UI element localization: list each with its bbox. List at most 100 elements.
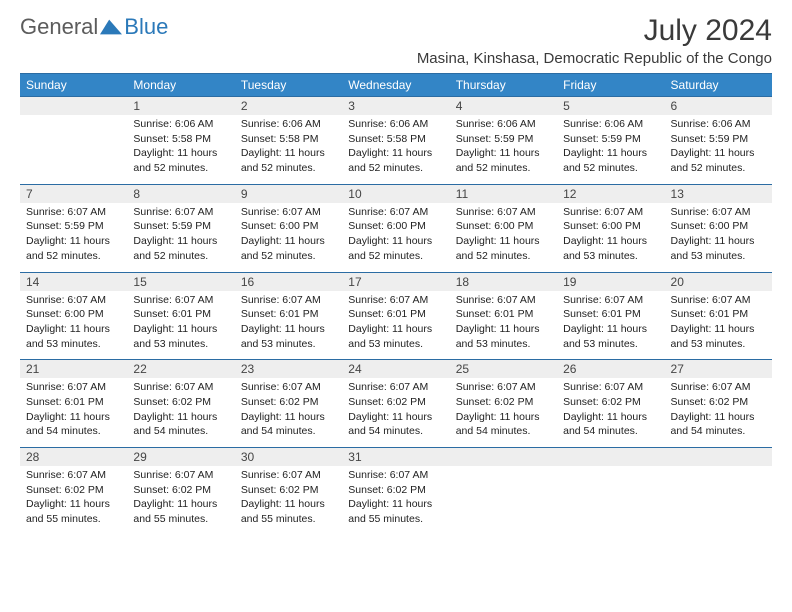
sunrise-text: Sunrise: 6:07 AM — [348, 293, 443, 308]
day-number: 29 — [127, 448, 234, 466]
daylight-text: Daylight: 11 hours and 54 minutes. — [26, 410, 121, 439]
sunset-text: Sunset: 6:00 PM — [348, 219, 443, 234]
calendar-day-cell: 21Sunrise: 6:07 AMSunset: 6:01 PMDayligh… — [20, 360, 127, 448]
sunrise-text: Sunrise: 6:06 AM — [456, 117, 551, 132]
sunset-text: Sunset: 6:02 PM — [456, 395, 551, 410]
day-number: 23 — [235, 360, 342, 378]
sunset-text: Sunset: 6:01 PM — [563, 307, 658, 322]
sunset-text: Sunset: 5:59 PM — [26, 219, 121, 234]
calendar-day-cell: 1Sunrise: 6:06 AMSunset: 5:58 PMDaylight… — [127, 97, 234, 185]
sunrise-text: Sunrise: 6:07 AM — [671, 293, 766, 308]
weekday-header: Sunday — [20, 74, 127, 97]
sunset-text: Sunset: 6:00 PM — [563, 219, 658, 234]
calendar-day-cell: 31Sunrise: 6:07 AMSunset: 6:02 PMDayligh… — [342, 448, 449, 535]
sunset-text: Sunset: 5:59 PM — [456, 132, 551, 147]
day-info: Sunrise: 6:07 AMSunset: 6:01 PMDaylight:… — [127, 291, 234, 360]
daylight-text: Daylight: 11 hours and 55 minutes. — [133, 497, 228, 526]
daylight-text: Daylight: 11 hours and 52 minutes. — [241, 146, 336, 175]
daylight-text: Daylight: 11 hours and 54 minutes. — [241, 410, 336, 439]
sunset-text: Sunset: 5:58 PM — [348, 132, 443, 147]
daylight-text: Daylight: 11 hours and 52 minutes. — [133, 234, 228, 263]
day-info: Sunrise: 6:07 AMSunset: 6:02 PMDaylight:… — [665, 378, 772, 447]
brand-logo: General Blue — [20, 14, 168, 40]
sunrise-text: Sunrise: 6:07 AM — [671, 205, 766, 220]
sunrise-text: Sunrise: 6:07 AM — [348, 468, 443, 483]
day-info-empty — [20, 115, 127, 140]
day-number: 27 — [665, 360, 772, 378]
calendar-day-cell — [665, 448, 772, 535]
calendar-day-cell: 25Sunrise: 6:07 AMSunset: 6:02 PMDayligh… — [450, 360, 557, 448]
calendar-day-cell: 28Sunrise: 6:07 AMSunset: 6:02 PMDayligh… — [20, 448, 127, 535]
day-number: 3 — [342, 97, 449, 115]
sunrise-text: Sunrise: 6:06 AM — [133, 117, 228, 132]
day-number: 14 — [20, 273, 127, 291]
calendar-day-cell: 24Sunrise: 6:07 AMSunset: 6:02 PMDayligh… — [342, 360, 449, 448]
sunset-text: Sunset: 5:59 PM — [671, 132, 766, 147]
calendar-day-cell: 29Sunrise: 6:07 AMSunset: 6:02 PMDayligh… — [127, 448, 234, 535]
day-info: Sunrise: 6:07 AMSunset: 6:02 PMDaylight:… — [20, 466, 127, 535]
day-number: 12 — [557, 185, 664, 203]
brand-text-1: General — [20, 14, 98, 40]
sunrise-text: Sunrise: 6:07 AM — [348, 380, 443, 395]
weekday-header-row: Sunday Monday Tuesday Wednesday Thursday… — [20, 74, 772, 97]
sunrise-text: Sunrise: 6:07 AM — [241, 468, 336, 483]
sunset-text: Sunset: 6:02 PM — [241, 395, 336, 410]
day-number: 15 — [127, 273, 234, 291]
sunrise-text: Sunrise: 6:07 AM — [563, 380, 658, 395]
sunrise-text: Sunrise: 6:07 AM — [456, 380, 551, 395]
day-number: 2 — [235, 97, 342, 115]
sunset-text: Sunset: 6:02 PM — [133, 395, 228, 410]
day-number: 6 — [665, 97, 772, 115]
calendar-week-row: 7Sunrise: 6:07 AMSunset: 5:59 PMDaylight… — [20, 184, 772, 272]
day-info-empty — [450, 466, 557, 491]
sunrise-text: Sunrise: 6:07 AM — [241, 380, 336, 395]
logo-triangle-icon — [100, 19, 122, 35]
day-info: Sunrise: 6:07 AMSunset: 6:00 PMDaylight:… — [235, 203, 342, 272]
day-number: 9 — [235, 185, 342, 203]
calendar-day-cell: 22Sunrise: 6:07 AMSunset: 6:02 PMDayligh… — [127, 360, 234, 448]
sunset-text: Sunset: 6:02 PM — [671, 395, 766, 410]
sunset-text: Sunset: 6:00 PM — [671, 219, 766, 234]
day-info: Sunrise: 6:07 AMSunset: 6:02 PMDaylight:… — [342, 378, 449, 447]
sunrise-text: Sunrise: 6:06 AM — [563, 117, 658, 132]
calendar-table: Sunday Monday Tuesday Wednesday Thursday… — [20, 73, 772, 535]
daylight-text: Daylight: 11 hours and 53 minutes. — [133, 322, 228, 351]
day-info: Sunrise: 6:07 AMSunset: 6:01 PMDaylight:… — [665, 291, 772, 360]
daylight-text: Daylight: 11 hours and 53 minutes. — [241, 322, 336, 351]
day-number — [665, 448, 772, 466]
daylight-text: Daylight: 11 hours and 53 minutes. — [456, 322, 551, 351]
day-number — [20, 97, 127, 115]
location-subtitle: Masina, Kinshasa, Democratic Republic of… — [20, 50, 772, 67]
calendar-week-row: 14Sunrise: 6:07 AMSunset: 6:00 PMDayligh… — [20, 272, 772, 360]
daylight-text: Daylight: 11 hours and 52 minutes. — [241, 234, 336, 263]
sunset-text: Sunset: 6:01 PM — [456, 307, 551, 322]
sunrise-text: Sunrise: 6:07 AM — [133, 293, 228, 308]
sunrise-text: Sunrise: 6:07 AM — [133, 468, 228, 483]
day-number: 7 — [20, 185, 127, 203]
day-info: Sunrise: 6:07 AMSunset: 6:02 PMDaylight:… — [557, 378, 664, 447]
page-title: July 2024 — [644, 14, 772, 48]
weekday-header: Saturday — [665, 74, 772, 97]
sunrise-text: Sunrise: 6:07 AM — [241, 293, 336, 308]
calendar-day-cell: 23Sunrise: 6:07 AMSunset: 6:02 PMDayligh… — [235, 360, 342, 448]
sunset-text: Sunset: 5:58 PM — [133, 132, 228, 147]
day-info: Sunrise: 6:07 AMSunset: 6:02 PMDaylight:… — [235, 378, 342, 447]
daylight-text: Daylight: 11 hours and 55 minutes. — [241, 497, 336, 526]
calendar-day-cell: 9Sunrise: 6:07 AMSunset: 6:00 PMDaylight… — [235, 184, 342, 272]
day-info: Sunrise: 6:07 AMSunset: 6:01 PMDaylight:… — [342, 291, 449, 360]
sunset-text: Sunset: 5:59 PM — [563, 132, 658, 147]
weekday-header: Thursday — [450, 74, 557, 97]
weekday-header: Tuesday — [235, 74, 342, 97]
sunrise-text: Sunrise: 6:07 AM — [563, 205, 658, 220]
day-number: 5 — [557, 97, 664, 115]
sunrise-text: Sunrise: 6:07 AM — [133, 380, 228, 395]
daylight-text: Daylight: 11 hours and 52 minutes. — [563, 146, 658, 175]
day-number: 8 — [127, 185, 234, 203]
sunset-text: Sunset: 6:00 PM — [241, 219, 336, 234]
daylight-text: Daylight: 11 hours and 53 minutes. — [671, 234, 766, 263]
day-info: Sunrise: 6:07 AMSunset: 5:59 PMDaylight:… — [127, 203, 234, 272]
calendar-day-cell: 30Sunrise: 6:07 AMSunset: 6:02 PMDayligh… — [235, 448, 342, 535]
sunrise-text: Sunrise: 6:07 AM — [26, 468, 121, 483]
day-number: 19 — [557, 273, 664, 291]
day-info-empty — [557, 466, 664, 491]
